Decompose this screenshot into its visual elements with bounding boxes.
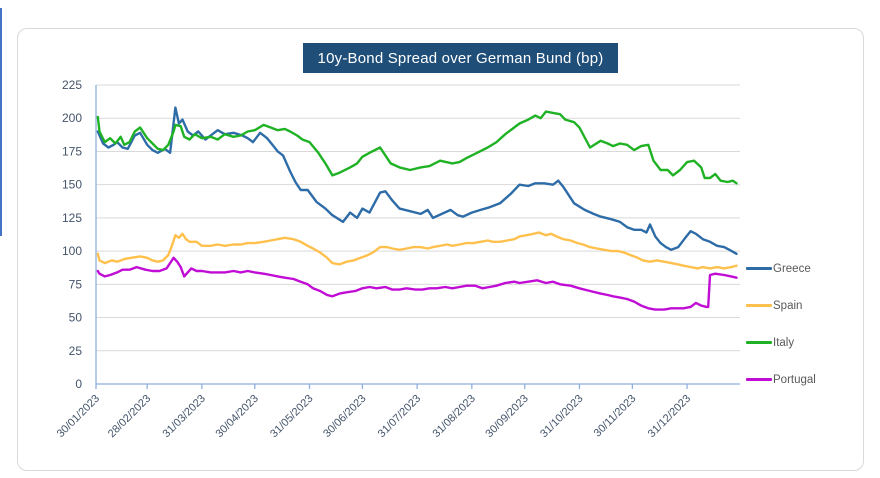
window-edge-accent [0, 8, 2, 236]
chart-card [17, 28, 864, 471]
x-axis-label: 31/07/2023 [376, 393, 423, 440]
legend-label: Portugal [773, 373, 816, 386]
x-axis-label: 31/12/2023 [646, 393, 693, 440]
legend-item-portugal[interactable]: Portugal [746, 361, 856, 398]
y-axis-label: 75 [69, 277, 83, 291]
y-axis-label: 175 [62, 144, 82, 158]
y-axis-label: 225 [62, 78, 82, 92]
legend-item-greece[interactable]: Greece [746, 250, 856, 287]
series-line-italy[interactable] [96, 110, 738, 185]
x-axis-label: 30/06/2023 [321, 393, 368, 440]
chart-title[interactable]: 10y-Bond Spread over German Bund (bp) [303, 43, 618, 73]
legend-item-italy[interactable]: Italy [746, 324, 856, 361]
legend-swatch-greece [746, 267, 772, 270]
y-axis-label: 0 [75, 377, 82, 391]
x-axis-label: 30/04/2023 [213, 393, 260, 440]
x-axis-label: 30/11/2023 [592, 393, 639, 440]
legend-swatch-portugal [746, 378, 772, 381]
x-axis-label: 31/08/2023 [431, 393, 478, 440]
series-line-portugal[interactable] [96, 256, 738, 311]
x-axis-label: 31/10/2023 [538, 393, 585, 440]
y-axis-label: 25 [69, 344, 83, 358]
legend-label: Italy [773, 336, 795, 349]
x-axis-label: 30/01/2023 [55, 393, 102, 440]
legend-swatch-spain [746, 304, 772, 307]
x-axis-label: 30/09/2023 [483, 393, 530, 440]
series-line-spain[interactable] [96, 231, 738, 270]
legend-swatch-italy [746, 341, 772, 344]
legend-item-spain[interactable]: Spain [746, 287, 856, 324]
y-axis-label: 125 [62, 211, 82, 225]
x-axis-label: 28/02/2023 [106, 393, 153, 440]
y-axis-label: 150 [62, 178, 82, 192]
y-axis-label: 100 [62, 244, 82, 258]
series-line-greece[interactable] [96, 106, 738, 256]
legend-label: Greece [773, 262, 811, 275]
y-axis-label: 50 [69, 311, 83, 325]
x-axis-label: 31/05/2023 [268, 393, 315, 440]
x-axis-label: 31/03/2023 [161, 393, 208, 440]
legend: Greece Spain Italy Portugal [746, 250, 856, 398]
legend-label: Spain [773, 299, 803, 312]
y-axis-label: 200 [62, 111, 82, 125]
